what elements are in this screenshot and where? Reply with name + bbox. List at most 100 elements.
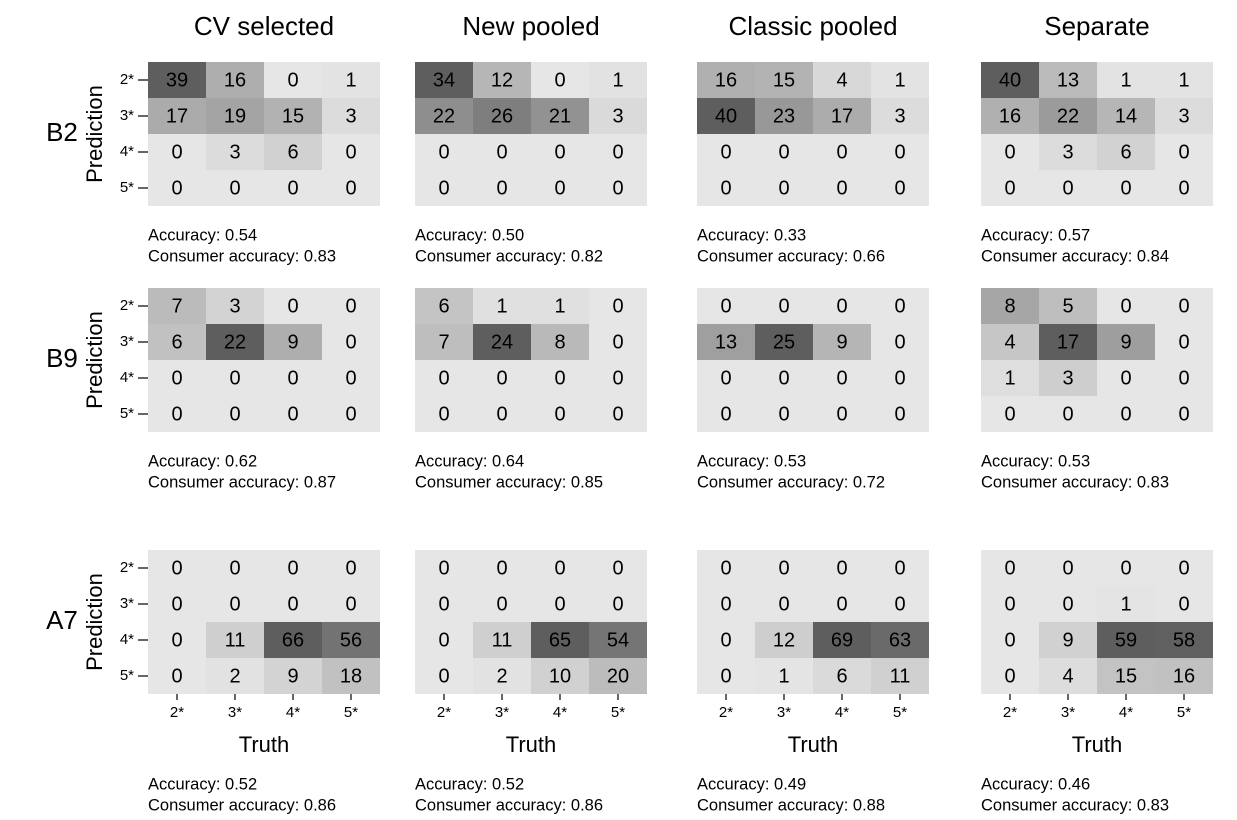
cell [755,288,813,324]
cell-value: 12 [491,69,513,91]
cell [697,134,755,170]
cell-value: 58 [1173,629,1195,651]
cell-value: 15 [773,69,795,91]
cell-value: 54 [607,629,629,651]
cell [589,360,647,396]
x-tick-label: 4* [553,704,567,721]
cell-value: 69 [831,629,853,651]
panel-title: Separate [1044,11,1150,41]
cell [1155,360,1213,396]
cell [473,98,531,134]
cell [322,324,380,360]
cell [531,324,589,360]
cell-value: 0 [720,557,731,579]
cell [473,658,531,694]
panel-title: New pooled [462,11,599,41]
cell [264,134,322,170]
cell [264,550,322,586]
cell-value: 0 [1062,177,1073,199]
cell-value: 40 [715,105,737,127]
cell-value: 6 [171,331,182,353]
cell-value: 0 [894,141,905,163]
cell-value: 56 [340,629,362,651]
cell [981,98,1039,134]
cell-value: 0 [171,367,182,389]
cell-value: 0 [171,557,182,579]
cell [1039,324,1097,360]
cell [206,98,264,134]
cell [322,288,380,324]
cell [1097,98,1155,134]
cell [322,170,380,206]
cell [697,622,755,658]
cell-value: 0 [1178,331,1189,353]
cell [813,288,871,324]
cell-value: 0 [554,557,565,579]
cell [415,658,473,694]
annotation: Consumer accuracy: 0.82 [415,247,603,265]
cell-value: 0 [554,367,565,389]
cell-value: 0 [438,177,449,199]
cell [415,288,473,324]
cell-value: 0 [345,403,356,425]
cell-value: 16 [715,69,737,91]
cell-value: 0 [438,367,449,389]
cell [871,170,929,206]
cell [813,658,871,694]
annotation: Accuracy: 0.33 [697,226,806,244]
cell-value: 0 [438,665,449,687]
cell-value: 0 [1062,593,1073,615]
cell-value: 0 [438,593,449,615]
cell [871,658,929,694]
cell [531,288,589,324]
cell-value: 0 [171,177,182,199]
cell-value: 6 [1120,141,1131,163]
cell [531,360,589,396]
cell [1039,622,1097,658]
cell [981,550,1039,586]
cell-value: 0 [345,295,356,317]
y-tick-label: 3* [120,595,134,612]
cell [322,586,380,622]
cell [322,658,380,694]
cell [264,658,322,694]
cell [531,62,589,98]
cell-value: 3 [229,295,240,317]
cell-value: 25 [773,331,795,353]
annotation: Consumer accuracy: 0.83 [981,796,1169,814]
cell [415,62,473,98]
cell-value: 1 [554,295,565,317]
cell-value: 19 [224,105,246,127]
cell-value: 0 [778,177,789,199]
cell [531,550,589,586]
cell-value: 23 [773,105,795,127]
cell [981,62,1039,98]
cell [1155,550,1213,586]
cell-value: 22 [224,331,246,353]
cell [981,134,1039,170]
cell-value: 0 [778,367,789,389]
cell [697,360,755,396]
cell [264,586,322,622]
cell-value: 0 [836,367,847,389]
cell [415,622,473,658]
cell-value: 0 [345,141,356,163]
annotation: Accuracy: 0.53 [981,452,1090,470]
cell-value: 17 [831,105,853,127]
cell-value: 3 [894,105,905,127]
cell [871,324,929,360]
cell-value: 0 [554,403,565,425]
cell-value: 16 [999,105,1021,127]
cell-value: 34 [433,69,455,91]
annotation: Consumer accuracy: 0.87 [148,473,336,491]
cell-value: 0 [778,295,789,317]
y-tick-label: 4* [120,143,134,160]
cell [697,62,755,98]
cell [589,586,647,622]
x-tick-label: 3* [228,704,242,721]
cell-value: 0 [894,331,905,353]
cell [206,324,264,360]
cell [473,622,531,658]
cell-value: 0 [345,331,356,353]
cell [415,324,473,360]
